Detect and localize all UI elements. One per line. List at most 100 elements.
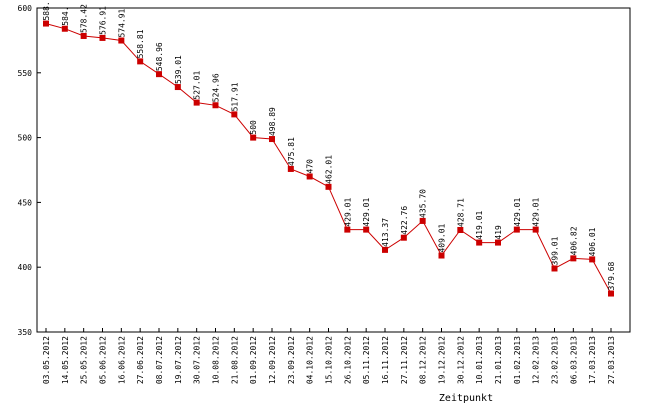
data-label: 588.	[42, 1, 51, 20]
x-tick-label: 27.06.2012	[136, 336, 145, 384]
data-point	[287, 165, 294, 172]
x-tick-label: 21.01.2013	[494, 336, 503, 384]
x-tick-label: 01.02.2013	[513, 336, 522, 384]
y-tick-label: 500	[18, 134, 33, 143]
data-label: 475.81	[287, 137, 296, 166]
data-label: 413.37	[381, 218, 390, 247]
data-label: 500	[249, 120, 258, 135]
x-tick-label: 14.05.2012	[61, 336, 70, 384]
data-point	[118, 37, 125, 44]
x-tick-label: 08.07.2012	[155, 336, 164, 384]
x-tick-label: 23.09.2012	[287, 336, 296, 384]
data-labels: 588. 584. 578.42 576.91 574.91 558.81 548.96 53…	[42, 1, 616, 290]
data-label: 578.42	[80, 4, 89, 33]
data-label: 498.89	[268, 107, 277, 136]
x-tick-label: 16.06.2012	[117, 336, 126, 384]
data-label: 429.01	[362, 198, 371, 227]
data-point	[306, 173, 313, 180]
data-point	[608, 290, 614, 297]
x-tick-label: 08.12.2012	[419, 336, 428, 384]
data-point	[589, 256, 596, 263]
x-tick-label: 27.03.2013	[607, 336, 616, 384]
data-label: 574.91	[117, 8, 126, 37]
data-point	[457, 226, 464, 233]
x-tick-label: 12.02.2013	[532, 336, 541, 384]
plot-frame	[36, 7, 631, 333]
data-label: 524.96	[212, 73, 221, 102]
x-tick-label: 05.06.2012	[99, 336, 108, 384]
x-tick-label: 19.07.2012	[174, 336, 183, 384]
data-point	[551, 265, 558, 272]
x-tick-label: 06.03.2013	[569, 336, 578, 384]
data-point	[382, 246, 388, 253]
x-tick-label: 04.10.2012	[306, 336, 315, 384]
data-label: 517.91	[230, 82, 239, 111]
x-tick-label: 30.12.2012	[456, 336, 465, 384]
x-tick-label: 01.09.2012	[249, 336, 258, 384]
y-tick-label: 600	[18, 4, 33, 13]
data-label: 379.68	[607, 261, 616, 290]
data-point	[61, 25, 68, 32]
data-label: 409.01	[438, 223, 447, 252]
data-point	[99, 34, 106, 41]
data-label: 558.81	[136, 29, 145, 58]
x-tick-label: 16.11.2012	[381, 336, 390, 384]
data-point	[513, 226, 520, 233]
x-tick-label: 30.07.2012	[193, 336, 202, 384]
x-tick-label: 25.05.2012	[80, 336, 89, 384]
data-point	[438, 252, 445, 259]
data-label: 435.70	[419, 189, 428, 218]
x-tick-label: 23.02.2013	[551, 336, 560, 384]
data-label: 462.01	[325, 155, 334, 184]
data-label: 406.01	[588, 227, 597, 256]
y-tick-label: 350	[18, 328, 33, 337]
data-label: 419.01	[475, 210, 484, 239]
data-point	[325, 183, 332, 190]
data-point	[250, 134, 257, 141]
data-label: 429.01	[343, 198, 352, 227]
data-label: 399.01	[551, 236, 560, 265]
x-tick-label: 26.10.2012	[343, 336, 352, 384]
x-tick-label: 19.12.2012	[438, 336, 447, 384]
y-tick-label: 450	[18, 198, 33, 207]
y-tick-label: 550	[18, 69, 33, 78]
series-markers	[43, 20, 614, 297]
data-point	[156, 71, 162, 78]
x-tick-label: 10.01.2013	[475, 336, 484, 384]
x-tick-label: 27.11.2012	[400, 336, 409, 384]
y-tick-label: 400	[18, 263, 33, 272]
data-label: 406.82	[569, 226, 578, 255]
data-point	[419, 217, 426, 224]
data-label: 428.71	[456, 198, 465, 227]
x-tick-label: 17.03.2013	[588, 336, 597, 384]
data-label: 584.	[61, 6, 70, 25]
data-label: 548.96	[155, 42, 164, 71]
data-point	[495, 239, 501, 246]
x-axis-title: Zeitpunkt	[439, 393, 493, 404]
data-point	[137, 58, 144, 65]
data-point	[269, 136, 275, 143]
data-point	[363, 226, 370, 233]
data-label: 576.91	[99, 6, 108, 35]
data-point	[80, 32, 87, 39]
x-tick-label: 05.11.2012	[362, 336, 371, 384]
data-point	[570, 255, 577, 262]
data-label: 539.01	[174, 55, 183, 84]
data-label: 470	[306, 159, 315, 174]
data-point	[193, 99, 200, 106]
data-point	[532, 226, 539, 233]
data-label: 419	[494, 225, 503, 240]
x-axis: 03.05.2012 14.05.2012 25.05.2012 05.06.2012…	[42, 328, 616, 384]
data-point	[231, 111, 238, 118]
x-tick-label: 03.05.2012	[42, 336, 51, 384]
data-label: 527.01	[193, 71, 202, 100]
data-point	[476, 239, 483, 246]
data-point	[174, 84, 181, 91]
data-point	[400, 234, 407, 241]
x-tick-label: 21.08.2012	[230, 336, 239, 384]
y-axis: 350 400 450 500 550 600	[18, 4, 41, 337]
x-tick-label: 15.10.2012	[325, 336, 334, 384]
data-point	[344, 226, 351, 233]
data-point	[43, 20, 49, 27]
